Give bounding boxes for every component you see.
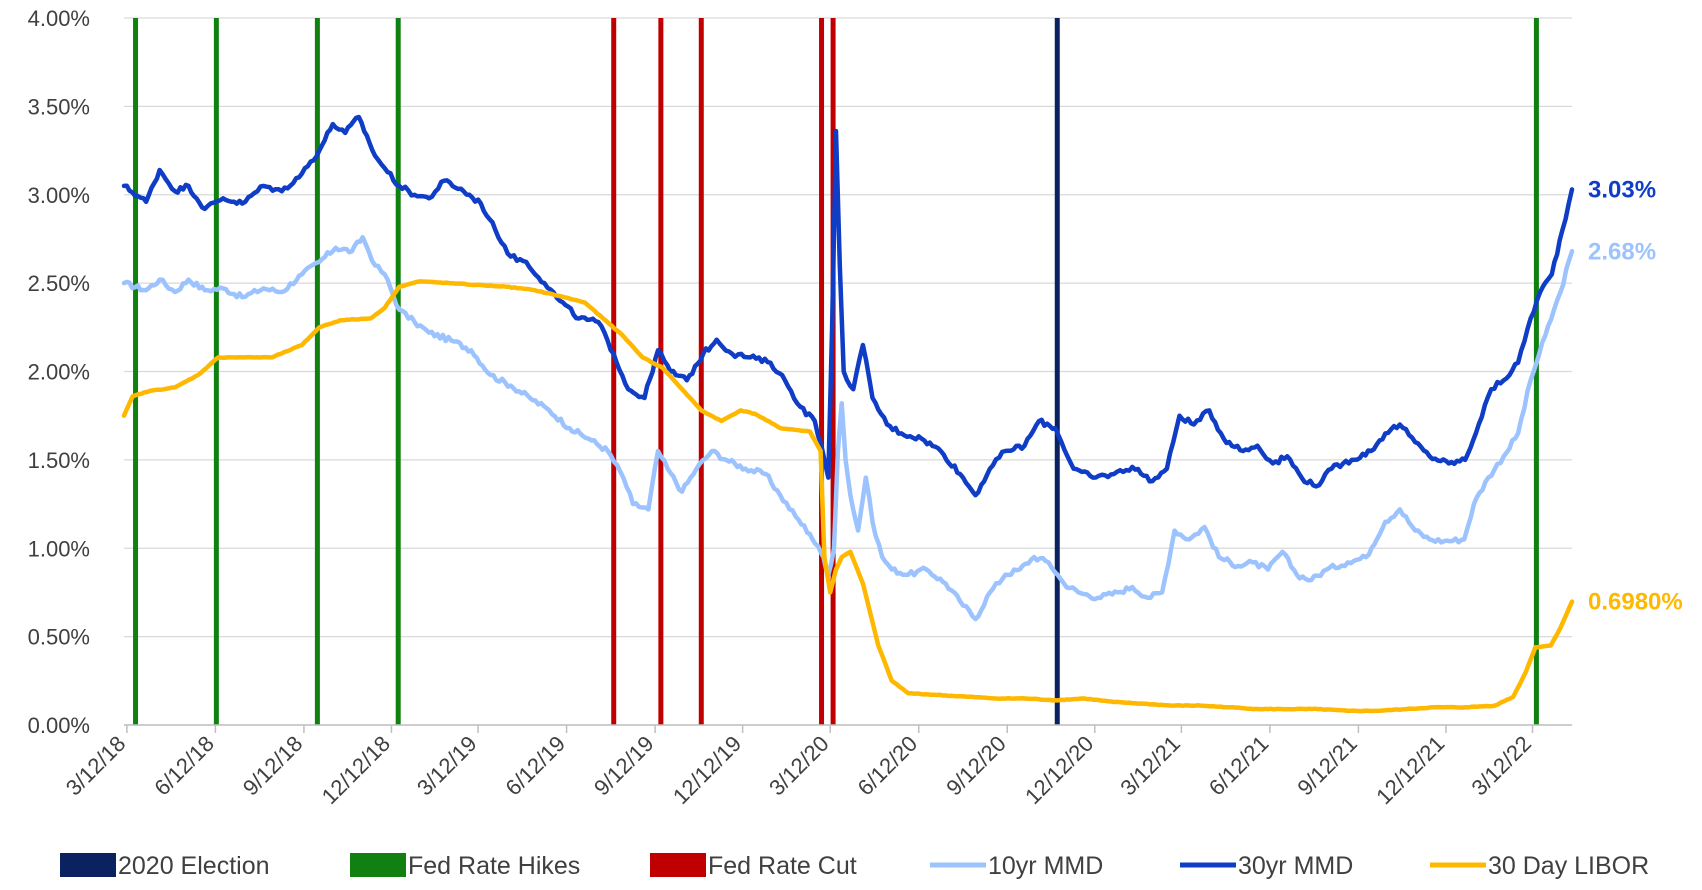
x-tick-label: 6/12/20 (853, 731, 923, 801)
y-tick-label: 3.00% (28, 183, 90, 208)
y-tick-label: 2.00% (28, 360, 90, 385)
end-labels: 2.68% 3.03% 0.6980% (1588, 176, 1683, 615)
y-tick-label: 2.50% (28, 271, 90, 296)
legend-label: 30yr MMD (1238, 852, 1353, 880)
end-value-label: 3.03% (1588, 176, 1656, 203)
legend-label: Fed Rate Hikes (408, 852, 580, 880)
y-tick-label: 1.00% (28, 536, 90, 561)
legend-label: Fed Rate Cut (708, 852, 857, 880)
x-tick-label: 12/12/18 (317, 731, 395, 809)
series-line (121, 279, 1575, 714)
x-tick-label: 12/12/21 (1371, 731, 1449, 809)
x-tick-label: 9/12/18 (238, 731, 308, 801)
x-tick-label: 3/12/21 (1115, 731, 1185, 801)
gridlines (124, 17, 1572, 726)
y-tick-label: 0.00% (28, 713, 90, 738)
x-tick-label: 6/12/21 (1204, 731, 1274, 801)
legend-label: 10yr MMD (988, 852, 1103, 880)
x-tick-label: 3/12/18 (61, 731, 131, 801)
x-tick-label: 6/12/19 (501, 731, 571, 801)
legend-swatch (350, 853, 406, 877)
x-tick-label: 3/12/20 (764, 731, 834, 801)
end-value-label: 0.6980% (1588, 589, 1683, 616)
legend-label: 30 Day LIBOR (1488, 852, 1649, 880)
x-tick-label: 3/12/19 (412, 731, 482, 801)
series-lines (121, 114, 1575, 714)
x-tick-label: 12/12/20 (1020, 731, 1098, 809)
x-tick-label: 9/12/21 (1292, 731, 1362, 801)
legend-swatch (650, 853, 706, 877)
x-tick-label: 9/12/20 (941, 731, 1011, 801)
legend-swatch (60, 853, 116, 877)
y-tick-label: 3.50% (28, 94, 90, 119)
x-tick-label: 6/12/18 (149, 731, 219, 801)
y-tick-label: 4.00% (28, 6, 90, 31)
x-tick-label: 9/12/19 (589, 731, 659, 801)
legend: 2020 Election Fed Rate Hikes Fed Rate Cut 1… (60, 852, 1649, 880)
y-tick-label: 1.50% (28, 448, 90, 473)
x-tick-label: 12/12/19 (668, 731, 746, 809)
series-line (121, 234, 1575, 622)
series-line (121, 114, 1575, 498)
y-tick-label: 0.50% (28, 625, 90, 650)
end-value-label: 2.68% (1588, 238, 1656, 265)
legend-label: 2020 Election (118, 852, 270, 880)
x-tick-label: 3/12/22 (1467, 731, 1537, 801)
